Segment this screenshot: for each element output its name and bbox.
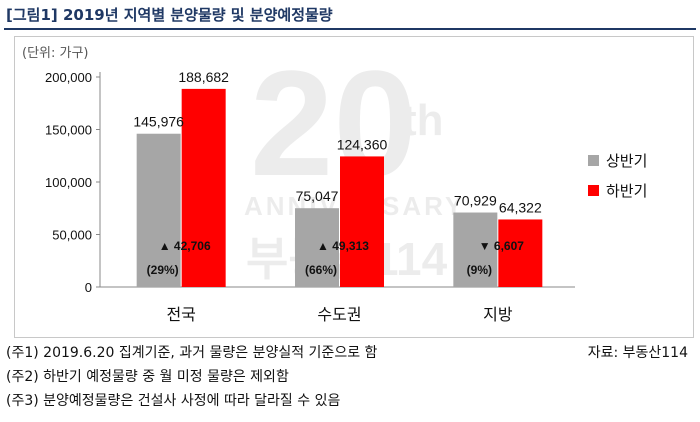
y-tick-label: 0 <box>85 280 92 295</box>
bar-value-label: 64,322 <box>499 199 542 215</box>
y-tick-label: 200,000 <box>45 70 92 85</box>
bar-first-half <box>136 133 181 287</box>
data-labels: 145,976 188,682 ▲ 42,706 (29%) 전국 75,047 124,3… <box>133 69 542 324</box>
bar-first-half <box>453 212 498 287</box>
change-value-label: ▼ 6,607 <box>479 239 525 253</box>
legend-label: 하반기 <box>606 182 647 200</box>
x-category-label: 수도권 <box>317 305 361 324</box>
chart-title: [그림1] 2019년 지역별 분양물량 및 분양예정물량 <box>6 6 333 24</box>
bar-first-half <box>295 208 339 287</box>
note-2: (주2) 하반기 예정물량 중 월 미정 물량은 제외함 <box>6 369 289 385</box>
note-1: (주1) 2019.6.20 집계기준, 과거 물량은 분양실적 기준으로 함 <box>6 345 378 361</box>
change-percent-label: (29%) <box>147 263 179 277</box>
legend-swatch <box>588 155 599 166</box>
bars <box>136 88 543 287</box>
bar-value-label: 124,360 <box>337 136 388 152</box>
bar-value-label: 75,047 <box>296 188 339 204</box>
bar-second-half <box>340 156 384 287</box>
bar-chart: 20 th ANNIVERSARY 부동산114 050,000100,0001… <box>45 39 647 324</box>
unit-label: (단위: 가구) <box>22 46 89 61</box>
change-percent-label: (9%) <box>467 263 492 277</box>
y-tick-label: 50,000 <box>52 228 92 243</box>
bar-value-label: 188,682 <box>178 69 229 85</box>
title-underline <box>4 28 696 30</box>
bar-second-half <box>498 219 543 287</box>
bar-second-half <box>181 88 226 287</box>
change-value-label: ▲ 49,313 <box>317 239 369 253</box>
change-percent-label: (66%) <box>305 263 337 277</box>
bar-value-label: 145,976 <box>133 114 184 130</box>
x-category-label: 전국 <box>166 305 195 324</box>
x-category-label: 지방 <box>483 305 513 324</box>
watermark-number: 20 <box>250 39 417 207</box>
y-tick-label: 100,000 <box>45 175 92 190</box>
note-3: (주3) 분양예정물량은 건설사 사정에 따라 달라질 수 있음 <box>6 393 341 409</box>
legend-swatch <box>588 185 599 196</box>
change-value-label: ▲ 42,706 <box>159 239 211 253</box>
source-label: 자료: 부동산114 <box>587 345 688 361</box>
y-tick-label: 150,000 <box>45 123 92 138</box>
legend-label: 상반기 <box>606 152 647 170</box>
bar-value-label: 70,929 <box>454 193 497 209</box>
watermark-sup: th <box>402 96 444 145</box>
